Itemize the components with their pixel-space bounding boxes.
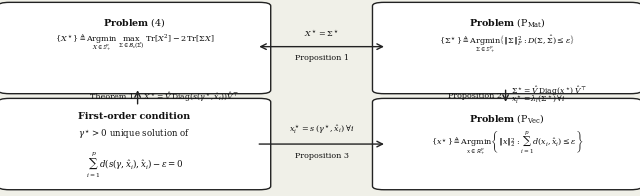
Text: $\{\Sigma^\star\}\triangleq\underset{\Sigma\in\mathbb{S}^p_+}{\mathrm{Argmin}}\l: $\{\Sigma^\star\}\triangleq\underset{\Si…	[440, 33, 575, 55]
Text: $\bf{Problem}$ $(\mathrm{P_{Vec}})$: $\bf{Problem}$ $(\mathrm{P_{Vec}})$	[469, 112, 545, 125]
Text: Proposition 2: Proposition 2	[449, 92, 502, 100]
FancyBboxPatch shape	[0, 2, 271, 94]
FancyBboxPatch shape	[0, 98, 271, 190]
Text: $X^\star = \Sigma^\star$: $X^\star = \Sigma^\star$	[304, 28, 339, 39]
Text: $x_i^\star = s\,(\gamma^\star,\hat{x}_i)\;\forall i$: $x_i^\star = s\,(\gamma^\star,\hat{x}_i)…	[289, 123, 355, 136]
Text: Proposition 1: Proposition 1	[294, 54, 349, 63]
FancyBboxPatch shape	[372, 2, 640, 94]
Text: $x_i^\star = \lambda_i(\Sigma^\star)\;\forall i$: $x_i^\star = \lambda_i(\Sigma^\star)\;\f…	[511, 94, 565, 106]
FancyBboxPatch shape	[372, 98, 640, 190]
Text: $\bf{Problem}$ $(\mathrm{P_{Mat}})$: $\bf{Problem}$ $(\mathrm{P_{Mat}})$	[469, 16, 545, 29]
Text: Proposition 3: Proposition 3	[294, 152, 349, 160]
Text: $\Sigma^\star = \hat{V}\,\mathrm{Diag}(x^\star)\,\hat{V}^\top$: $\Sigma^\star = \hat{V}\,\mathrm{Diag}(x…	[511, 84, 587, 98]
Text: $\{x^\star\}\triangleq\underset{x\in\mathbb{R}^p_+}{\mathrm{Argmin}}\left\{\|x\|: $\{x^\star\}\triangleq\underset{x\in\mat…	[431, 129, 584, 157]
Text: First-order condition: First-order condition	[78, 112, 191, 121]
Text: $\{X^\star\} \triangleq \underset{X\in\mathbb{S}^p_+}{\mathrm{Argmin}}\;\underse: $\{X^\star\} \triangleq \underset{X\in\m…	[54, 31, 214, 53]
Text: Theorem 1: Theorem 1	[90, 93, 134, 101]
Text: $X^\star = \hat{V}\,\mathrm{Diag}(s(\gamma^\star,\hat{x}_i))\hat{V}^\top$: $X^\star = \hat{V}\,\mathrm{Diag}(s(\gam…	[143, 90, 239, 104]
Text: $\gamma^\star > 0$ unique solution of: $\gamma^\star > 0$ unique solution of	[78, 127, 191, 141]
Text: $\sum_{i=1}^{p}d(s(\gamma,\hat{x}_i),\hat{x}_i)-\varepsilon=0$: $\sum_{i=1}^{p}d(s(\gamma,\hat{x}_i),\ha…	[86, 151, 183, 180]
Text: $\bf{Problem}$ (4): $\bf{Problem}$ (4)	[103, 16, 166, 29]
